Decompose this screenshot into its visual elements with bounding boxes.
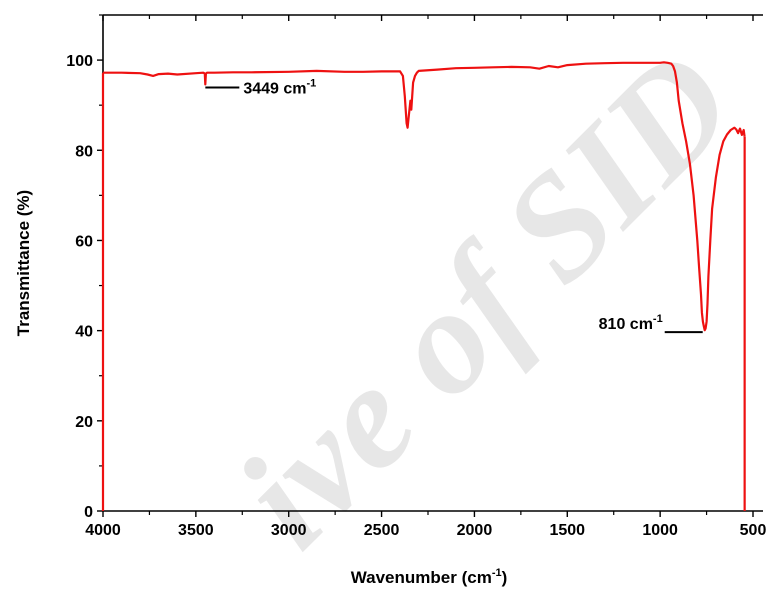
y-tick-label: 60 [75,233,93,250]
y-tick-label: 20 [75,414,93,431]
x-tick-label: 1500 [549,522,585,539]
y-tick-label: 0 [84,504,93,521]
axis-tick-labels: 4000 3500 3000 2500 2000 1500 1000 500 0 20 40 60 80… [66,53,766,539]
y-tick-label: 40 [75,324,93,341]
y-axis-title: Transmittance (%) [14,190,33,336]
x-tick-label: 1000 [642,522,678,539]
annotation-3449-text: 3449 cm [243,80,306,97]
x-tick-label: 2000 [457,522,493,539]
y-tick-label: 100 [66,53,93,70]
x-axis-title-close: ) [502,568,508,587]
annotation-810: 810 cm-1 [599,313,663,333]
annotation-810-sup: -1 [653,313,663,325]
x-tick-label: 3500 [178,522,214,539]
annotation-810-text: 810 cm [599,316,653,333]
x-tick-label: 2500 [364,522,400,539]
annotation-3449: 3449 cm-1 [243,77,316,97]
x-axis-title-text: Wavenumber (cm [351,568,492,587]
x-axis-title-superscript: -1 [492,567,502,579]
annotation-3449-sup: -1 [307,77,317,89]
watermark-text: ive of SID [206,19,765,578]
x-axis-title: Wavenumber (cm-1) [351,567,508,587]
x-tick-label: 3000 [271,522,307,539]
y-tick-label: 80 [75,143,93,160]
x-tick-label: 500 [740,522,767,539]
spectrum-line [103,61,746,332]
x-tick-label: 4000 [85,522,121,539]
